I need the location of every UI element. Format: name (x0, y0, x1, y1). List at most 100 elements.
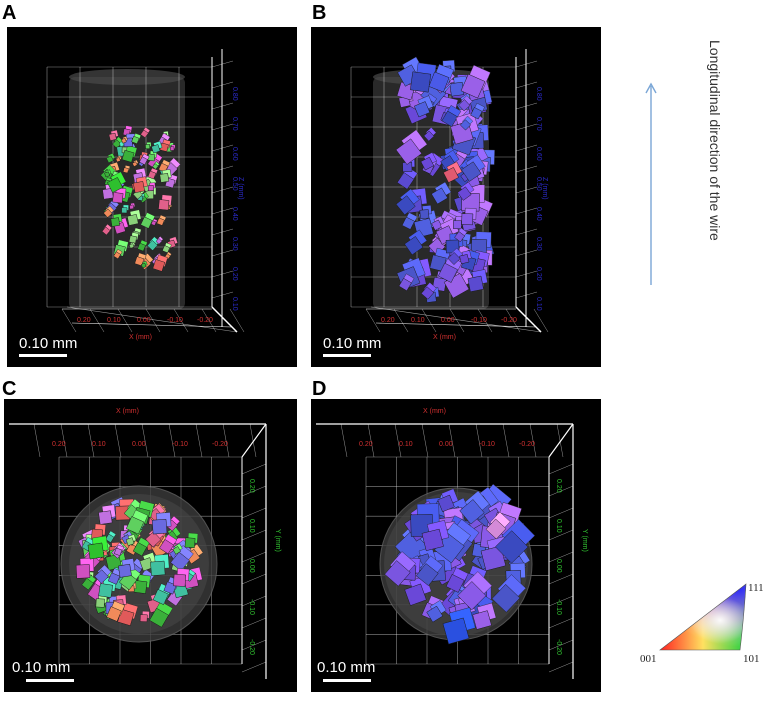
grain (128, 235, 137, 244)
grain (149, 607, 169, 628)
x-tick-label: 0.00 (441, 317, 455, 324)
y-tick-label: -0.10 (555, 599, 562, 615)
z-tick-label: 0.50 (535, 177, 542, 191)
grain (129, 204, 135, 210)
y-tick-label: -0.20 (248, 639, 255, 655)
x-tick-label: 0.20 (77, 317, 91, 324)
grain (404, 236, 424, 256)
z-tick-label: 0.40 (535, 207, 542, 221)
grid-line (241, 617, 267, 629)
panel-b-3d-rendering: 0.20 0.10 0.00 -0.10 -0.20 X (mm) 0.80 0.70 0.60… (350, 49, 549, 341)
z-tick-label: 0.60 (231, 147, 238, 161)
grain (443, 167, 459, 183)
grid-line (241, 573, 267, 585)
grain (457, 581, 487, 611)
x-axis-label: X (mm) (129, 334, 152, 341)
y-tick-label: 0.10 (555, 519, 562, 533)
grid-line (365, 308, 381, 333)
z-axis-label: Z (mm) (237, 177, 244, 200)
frame-line (241, 423, 267, 458)
grain (445, 573, 465, 593)
grain (172, 546, 182, 555)
grid-line (229, 308, 245, 333)
grain (125, 537, 135, 546)
z-tick-label: 0.40 (231, 207, 238, 221)
x-tick-label: 0.10 (92, 441, 106, 448)
grain (115, 505, 131, 521)
x-axis-label: X (mm) (433, 334, 456, 341)
grid-line (548, 529, 574, 541)
grid-line (145, 308, 161, 333)
grain (415, 563, 439, 586)
grain (122, 167, 129, 174)
grid-line (211, 186, 234, 194)
grid-line (515, 144, 538, 152)
x-tick-label: 0.20 (52, 441, 66, 448)
grain (98, 510, 113, 525)
grain (152, 259, 166, 272)
grid-line (168, 423, 176, 458)
grid-line (201, 308, 217, 333)
frame-line (370, 306, 542, 333)
grid-line (548, 661, 574, 673)
grain (115, 157, 121, 163)
frame-line (548, 423, 574, 458)
grain (159, 539, 175, 555)
grain (453, 220, 462, 230)
y-tick-label: 0.20 (248, 479, 255, 493)
grain (125, 516, 145, 535)
grid-line (241, 551, 267, 563)
scale-bar (323, 679, 371, 682)
grain (147, 170, 157, 180)
grain (472, 610, 492, 630)
ipf-triangle (659, 583, 747, 651)
panel-letter-c: C (2, 378, 17, 400)
grain (146, 239, 158, 251)
grain (110, 217, 121, 227)
z-tick-label: 0.50 (231, 177, 238, 191)
grid-line (211, 249, 234, 257)
grid-line (211, 144, 234, 152)
x-tick-label: 0.20 (381, 317, 395, 324)
grain (137, 242, 146, 252)
grain (428, 71, 450, 93)
x-tick-label: -0.20 (501, 317, 517, 324)
z-tick-label: 0.80 (535, 87, 542, 101)
grain (396, 172, 415, 190)
grid-line (241, 463, 267, 475)
grain (108, 132, 117, 141)
grain (467, 275, 484, 293)
y-axis-label: Y (mm) (274, 529, 281, 552)
grain (98, 583, 114, 598)
grid-line (211, 291, 234, 299)
grid-line (502, 423, 510, 458)
grain (151, 518, 168, 535)
grid-line (515, 60, 538, 68)
grid-line (515, 207, 538, 215)
scale-label: 0.10 mm (19, 335, 78, 352)
z-tick-label: 0.20 (535, 267, 542, 281)
grain (159, 173, 170, 183)
grid-line (449, 308, 465, 333)
grid-line (211, 102, 234, 110)
grid-line (340, 423, 348, 458)
x-tick-label: 0.10 (411, 317, 425, 324)
grain (113, 547, 123, 556)
grain (449, 81, 465, 97)
x-tick-label: 0.00 (132, 441, 146, 448)
grid-line (548, 485, 574, 497)
grain (491, 584, 521, 613)
grid-line (505, 308, 521, 333)
grain (395, 138, 423, 165)
grid-line (173, 308, 189, 333)
grid-line (515, 249, 538, 257)
grain (145, 144, 151, 150)
z-tick-label: 0.10 (231, 297, 238, 311)
grid-line (241, 595, 267, 607)
grain (454, 231, 466, 243)
panel-letter-a: A (2, 2, 17, 24)
grain (132, 161, 138, 167)
grid-line (515, 81, 538, 89)
x-tick-label: 0.10 (107, 317, 121, 324)
grid-line (114, 423, 122, 458)
